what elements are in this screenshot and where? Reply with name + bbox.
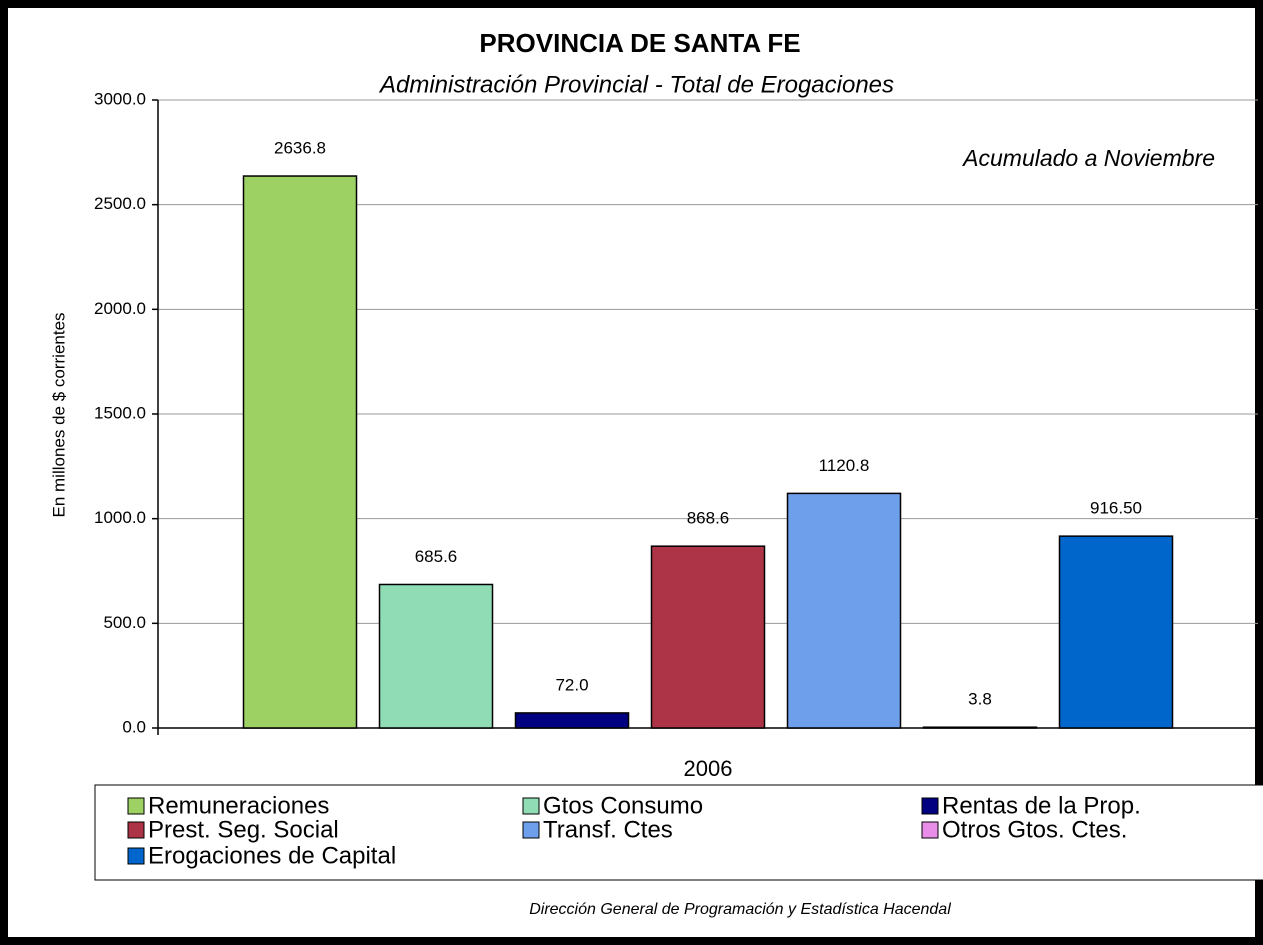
y-tick-label: 2000.0 [94,299,146,318]
legend-swatch [522,797,540,815]
data-label: 72.0 [555,675,588,694]
legend-swatch [127,797,145,815]
y-tick-label: 1500.0 [94,403,146,422]
legend-label: Remuneraciones [148,792,329,819]
legend-label: Gtos Consumo [543,792,703,819]
data-label: 685.6 [415,547,458,566]
legend-swatch [127,821,145,839]
legend-label: Rentas de la Prop. [942,792,1141,819]
y-tick-label: 0.0 [122,717,146,736]
y-tick-label: 2500.0 [94,194,146,213]
data-label: 868.6 [687,509,730,528]
bar [378,583,494,729]
data-label: 3.8 [968,690,992,709]
footer: Dirección General de Programación y Esta… [529,901,951,918]
bar [242,175,358,729]
chart-subtitle: Administración Provincial - Total de Ero… [378,71,894,98]
bar [922,726,1038,729]
legend-box [94,784,1263,881]
y-axis-label: En millones de $ corrientes [49,312,68,517]
legend-swatch [127,847,145,865]
legend-label: Prest. Seg. Social [148,816,339,843]
bar [786,492,902,729]
legend-swatch [921,797,939,815]
bar [1058,535,1174,729]
legend-swatch [522,821,540,839]
chart-title: PROVINCIA DE SANTA FE [479,28,800,58]
legend-label: Transf. Ctes [543,816,673,843]
data-label: 916.50 [1090,499,1142,518]
legend-swatch [921,821,939,839]
legend-label: Otros Gtos. Ctes. [942,816,1127,843]
legend-label: Erogaciones de Capital [148,842,396,869]
y-tick-label: 1000.0 [94,508,146,527]
bar [650,545,766,729]
data-label: 1120.8 [819,456,870,475]
annotation: Acumulado a Noviembre [961,145,1215,171]
y-tick-label: 3000.0 [94,89,146,108]
y-tick-label: 500.0 [103,613,146,632]
bar [514,712,630,729]
data-label: 2636.8 [274,139,326,158]
x-tick-label: 2006 [684,756,733,781]
